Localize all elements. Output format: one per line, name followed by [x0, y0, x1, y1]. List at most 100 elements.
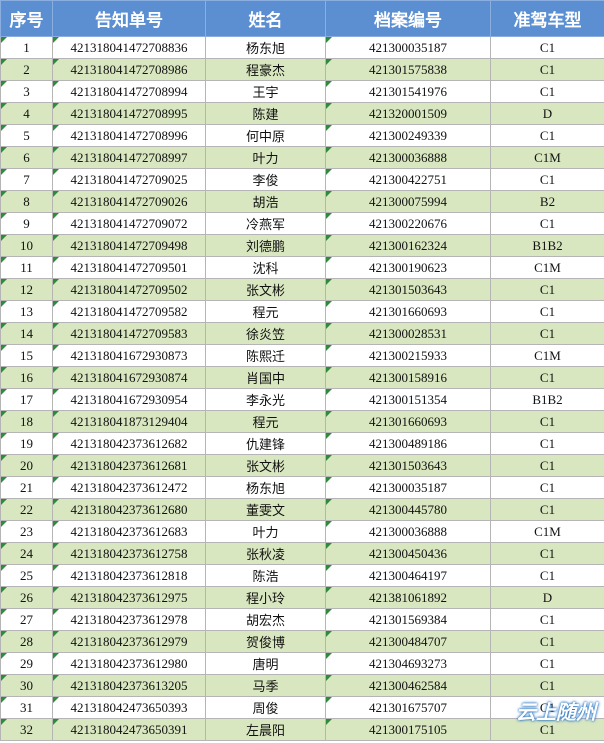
table-cell: 何中原	[205, 124, 326, 147]
table-cell: 张文彬	[205, 454, 326, 477]
table-cell: C1	[490, 124, 604, 147]
table-cell: 421318041472709501	[52, 256, 206, 279]
table-cell: 421300175105	[325, 718, 491, 741]
table-cell: 李俊	[205, 168, 326, 191]
table-cell: 421318041472709072	[52, 212, 206, 235]
table-cell: 421300036888	[325, 146, 491, 169]
table-cell: 17	[0, 388, 53, 411]
table-cell: 张秋凌	[205, 542, 326, 565]
table-row: 1 421318041472708836 杨东旭 421300035187 C1	[0, 36, 604, 59]
table-cell: 421304693273	[325, 652, 491, 675]
table-row: 16 421318041672930874 肖国中 421300158916 C1	[0, 366, 604, 389]
header-cell: 档案编号	[325, 0, 491, 37]
table-cell: 胡宏杰	[205, 608, 326, 631]
table-cell: 左晨阳	[205, 718, 326, 741]
table-cell: C1	[490, 36, 604, 59]
table-row: 25 421318042373612818 陈浩 421300464197 C1	[0, 564, 604, 587]
table-cell: 李永光	[205, 388, 326, 411]
table-cell: 5	[0, 124, 53, 147]
table-row: 21 421318042373612472 杨东旭 421300035187 C1	[0, 476, 604, 499]
table-cell: 421318041472709582	[52, 300, 206, 323]
table-cell: C1	[490, 498, 604, 521]
table-cell: 421320001509	[325, 102, 491, 125]
table-cell: 421318042373613205	[52, 674, 206, 697]
table-row: 22 421318042373612680 董雯文 421300445780 C1	[0, 498, 604, 521]
table-cell: 421301569384	[325, 608, 491, 631]
table-cell: 程元	[205, 300, 326, 323]
table-cell: C1	[490, 58, 604, 81]
table-cell: 4	[0, 102, 53, 125]
table-cell: 421318042373612818	[52, 564, 206, 587]
table-cell: C1	[490, 168, 604, 191]
table-cell: 421318041472708986	[52, 58, 206, 81]
table-cell: 11	[0, 256, 53, 279]
table-cell: 杨东旭	[205, 36, 326, 59]
table-cell: 程小玲	[205, 586, 326, 609]
table-cell: 421300445780	[325, 498, 491, 521]
table-cell: 马季	[205, 674, 326, 697]
table-cell: 421318042373612980	[52, 652, 206, 675]
table-cell: 421318041472709026	[52, 190, 206, 213]
table-cell: 2	[0, 58, 53, 81]
table-cell: 14	[0, 322, 53, 345]
table-cell: 徐炎笠	[205, 322, 326, 345]
table-cell: 421318041472709025	[52, 168, 206, 191]
table-cell: 421300190623	[325, 256, 491, 279]
table-cell: 陈建	[205, 102, 326, 125]
table-row: 11 421318041472709501 沈科 421300190623 C1M	[0, 256, 604, 279]
table-cell: 421318041672930873	[52, 344, 206, 367]
table-cell: 421318041472708836	[52, 36, 206, 59]
table-row: 32 421318042473650391 左晨阳 421300175105 C1	[0, 718, 604, 741]
table-cell: C1	[490, 410, 604, 433]
table-cell: 421300151354	[325, 388, 491, 411]
table-cell: 421300422751	[325, 168, 491, 191]
table-row: 14 421318041472709583 徐炎笠 421300028531 C1	[0, 322, 604, 345]
table-cell: 421300464197	[325, 564, 491, 587]
table-cell: C1	[490, 652, 604, 675]
table-cell: 421381061892	[325, 586, 491, 609]
table-cell: 421318042373612681	[52, 454, 206, 477]
table-cell: C1	[490, 366, 604, 389]
table-cell: 杨东旭	[205, 476, 326, 499]
table-row: 5 421318041472708996 何中原 421300249339 C1	[0, 124, 604, 147]
table-cell: 421318042373612472	[52, 476, 206, 499]
table-cell: 421318041472708997	[52, 146, 206, 169]
table-cell: 421300036888	[325, 520, 491, 543]
table-cell: 421318041472709583	[52, 322, 206, 345]
table-cell: 421300220676	[325, 212, 491, 235]
table-cell: 王宇	[205, 80, 326, 103]
table-row: 19 421318042373612682 仇建锋 421300489186 C1	[0, 432, 604, 455]
table-cell: 421300450436	[325, 542, 491, 565]
table-cell: 421300215933	[325, 344, 491, 367]
table-cell: C1	[490, 432, 604, 455]
table-row: 2 421318041472708986 程豪杰 421301575838 C1	[0, 58, 604, 81]
table-cell: 421300035187	[325, 476, 491, 499]
table-row: 27 421318042373612978 胡宏杰 421301569384 C1	[0, 608, 604, 631]
table-cell: 421318042373612758	[52, 542, 206, 565]
table-cell: C1M	[490, 344, 604, 367]
table-cell: C1	[490, 454, 604, 477]
table-cell: 7	[0, 168, 53, 191]
table-cell: 23	[0, 520, 53, 543]
table-cell: C1M	[490, 256, 604, 279]
table-cell: 421301675707	[325, 696, 491, 719]
table-cell: B1B2	[490, 234, 604, 257]
table-cell: D	[490, 586, 604, 609]
table-cell: 421318041672930954	[52, 388, 206, 411]
table-cell: 421301660693	[325, 300, 491, 323]
table-cell: D	[490, 102, 604, 125]
table-cell: 10	[0, 234, 53, 257]
table-cell: C1	[490, 300, 604, 323]
table-cell: C1	[490, 212, 604, 235]
table-cell: 421301541976	[325, 80, 491, 103]
header-cell: 告知单号	[52, 0, 206, 37]
table-cell: 421300249339	[325, 124, 491, 147]
table-row: 13 421318041472709582 程元 421301660693 C1	[0, 300, 604, 323]
table-cell: 6	[0, 146, 53, 169]
table-cell: 沈科	[205, 256, 326, 279]
table-row: 31 421318042473650393 周俊 421301675707 C1	[0, 696, 604, 719]
table-cell: B1B2	[490, 388, 604, 411]
table-row: 28 421318042373612979 贺俊博 421300484707 C1	[0, 630, 604, 653]
